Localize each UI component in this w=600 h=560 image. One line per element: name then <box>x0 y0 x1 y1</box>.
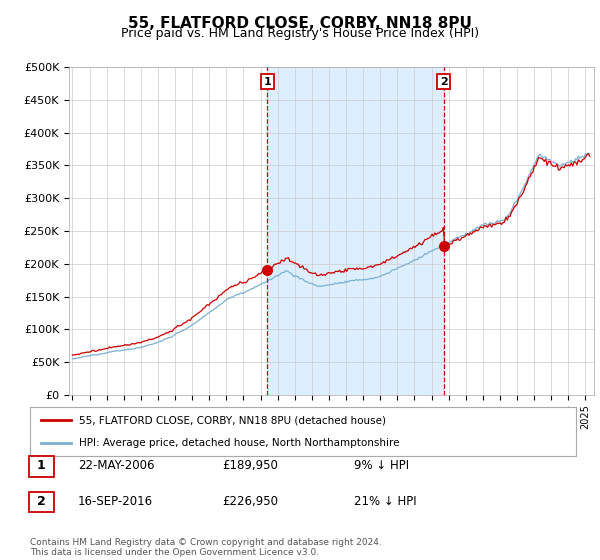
Bar <box>267 67 443 395</box>
Text: 22-MAY-2006: 22-MAY-2006 <box>78 459 155 473</box>
Text: £226,950: £226,950 <box>222 494 278 508</box>
Text: £189,950: £189,950 <box>222 459 278 473</box>
Text: Contains HM Land Registry data © Crown copyright and database right 2024.
This d: Contains HM Land Registry data © Crown c… <box>30 538 382 557</box>
Text: 16-SEP-2016: 16-SEP-2016 <box>78 494 153 508</box>
Text: 2: 2 <box>440 77 448 87</box>
Text: 1: 1 <box>263 77 271 87</box>
Text: 1: 1 <box>37 459 46 473</box>
Text: 9% ↓ HPI: 9% ↓ HPI <box>354 459 409 473</box>
Text: 55, FLATFORD CLOSE, CORBY, NN18 8PU: 55, FLATFORD CLOSE, CORBY, NN18 8PU <box>128 16 472 31</box>
Text: Price paid vs. HM Land Registry's House Price Index (HPI): Price paid vs. HM Land Registry's House … <box>121 27 479 40</box>
Text: 2: 2 <box>37 494 46 508</box>
Text: 21% ↓ HPI: 21% ↓ HPI <box>354 494 416 508</box>
Text: 55, FLATFORD CLOSE, CORBY, NN18 8PU (detached house): 55, FLATFORD CLOSE, CORBY, NN18 8PU (det… <box>79 416 386 426</box>
Text: HPI: Average price, detached house, North Northamptonshire: HPI: Average price, detached house, Nort… <box>79 438 400 448</box>
